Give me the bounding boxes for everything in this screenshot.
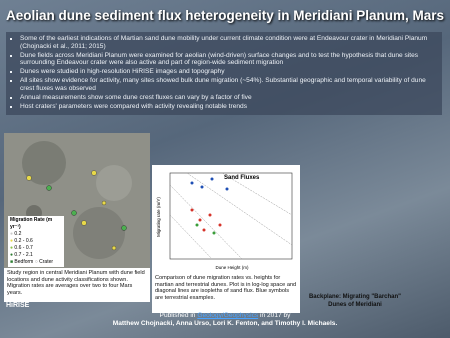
legend-label: 0.7 - 2.1 (14, 252, 33, 258)
authors: Matthew Chojnacki, Anna Urso, Lori K. Fe… (112, 320, 338, 327)
legend-label: 0.6 - 0.7 (14, 245, 33, 251)
bullet: Dune fields across Meridiani Planum were… (20, 52, 438, 67)
logo: HiRISE (6, 302, 30, 309)
journal-link[interactable]: Geology/Geophysics (197, 312, 259, 319)
legend-entry: ● 0.6 - 0.7 (10, 245, 33, 251)
legend-entry: ■ Bedform ○ Crater (10, 259, 54, 265)
legend-entry: ● 0.2 (10, 231, 22, 237)
footer-text: in 2017 by (260, 312, 291, 319)
bullet: Dunes were studied in high-resolution Hi… (20, 68, 438, 76)
bullet: Host craters' parameters were compared w… (20, 103, 438, 111)
map-legend: Migration Rate (m yr⁻¹) ● 0.2 ● 0.2 - 0.… (8, 216, 64, 267)
legend-label: Bedform (14, 259, 34, 265)
bullet: Some of the earliest indications of Mart… (20, 35, 438, 50)
plot-title: Sand Fluxes (224, 175, 260, 181)
legend-label: Crater (39, 259, 54, 265)
bullet: All sites show evidence for activity, ma… (20, 77, 438, 92)
y-axis-label: Migrating rate (m/Y) (156, 197, 161, 237)
x-axis-label: Dune Height (m) (215, 265, 249, 270)
footer-text: Published in (159, 312, 196, 319)
map-caption: Study region in central Meridiani Planum… (4, 268, 150, 302)
title: Aeolian dune sediment flux heterogeneity… (5, 8, 445, 23)
legend-entry: ● 0.2 - 0.6 (10, 238, 33, 244)
legend-label: 0.2 - 0.6 (14, 238, 33, 244)
footer: Published in Geology/Geophysics in 2017 … (90, 312, 360, 328)
bullet-list: Some of the earliest indications of Mart… (6, 32, 442, 116)
backplane-label: Backplane: Migrating "Barchan" Dunes of … (308, 294, 402, 308)
legend-title: Migration Rate (m yr⁻¹) (10, 217, 53, 230)
flux-plot: Sand Fluxes Dune Height (m) Migrating ra… (152, 165, 300, 273)
legend-entry: ● 0.7 - 2.1 (10, 252, 33, 258)
legend-label: 0.2 (14, 231, 22, 237)
plot-caption: Comparison of dune migration rates vs. h… (152, 273, 300, 313)
bullet: Annual measurements show some dune crest… (20, 94, 438, 102)
